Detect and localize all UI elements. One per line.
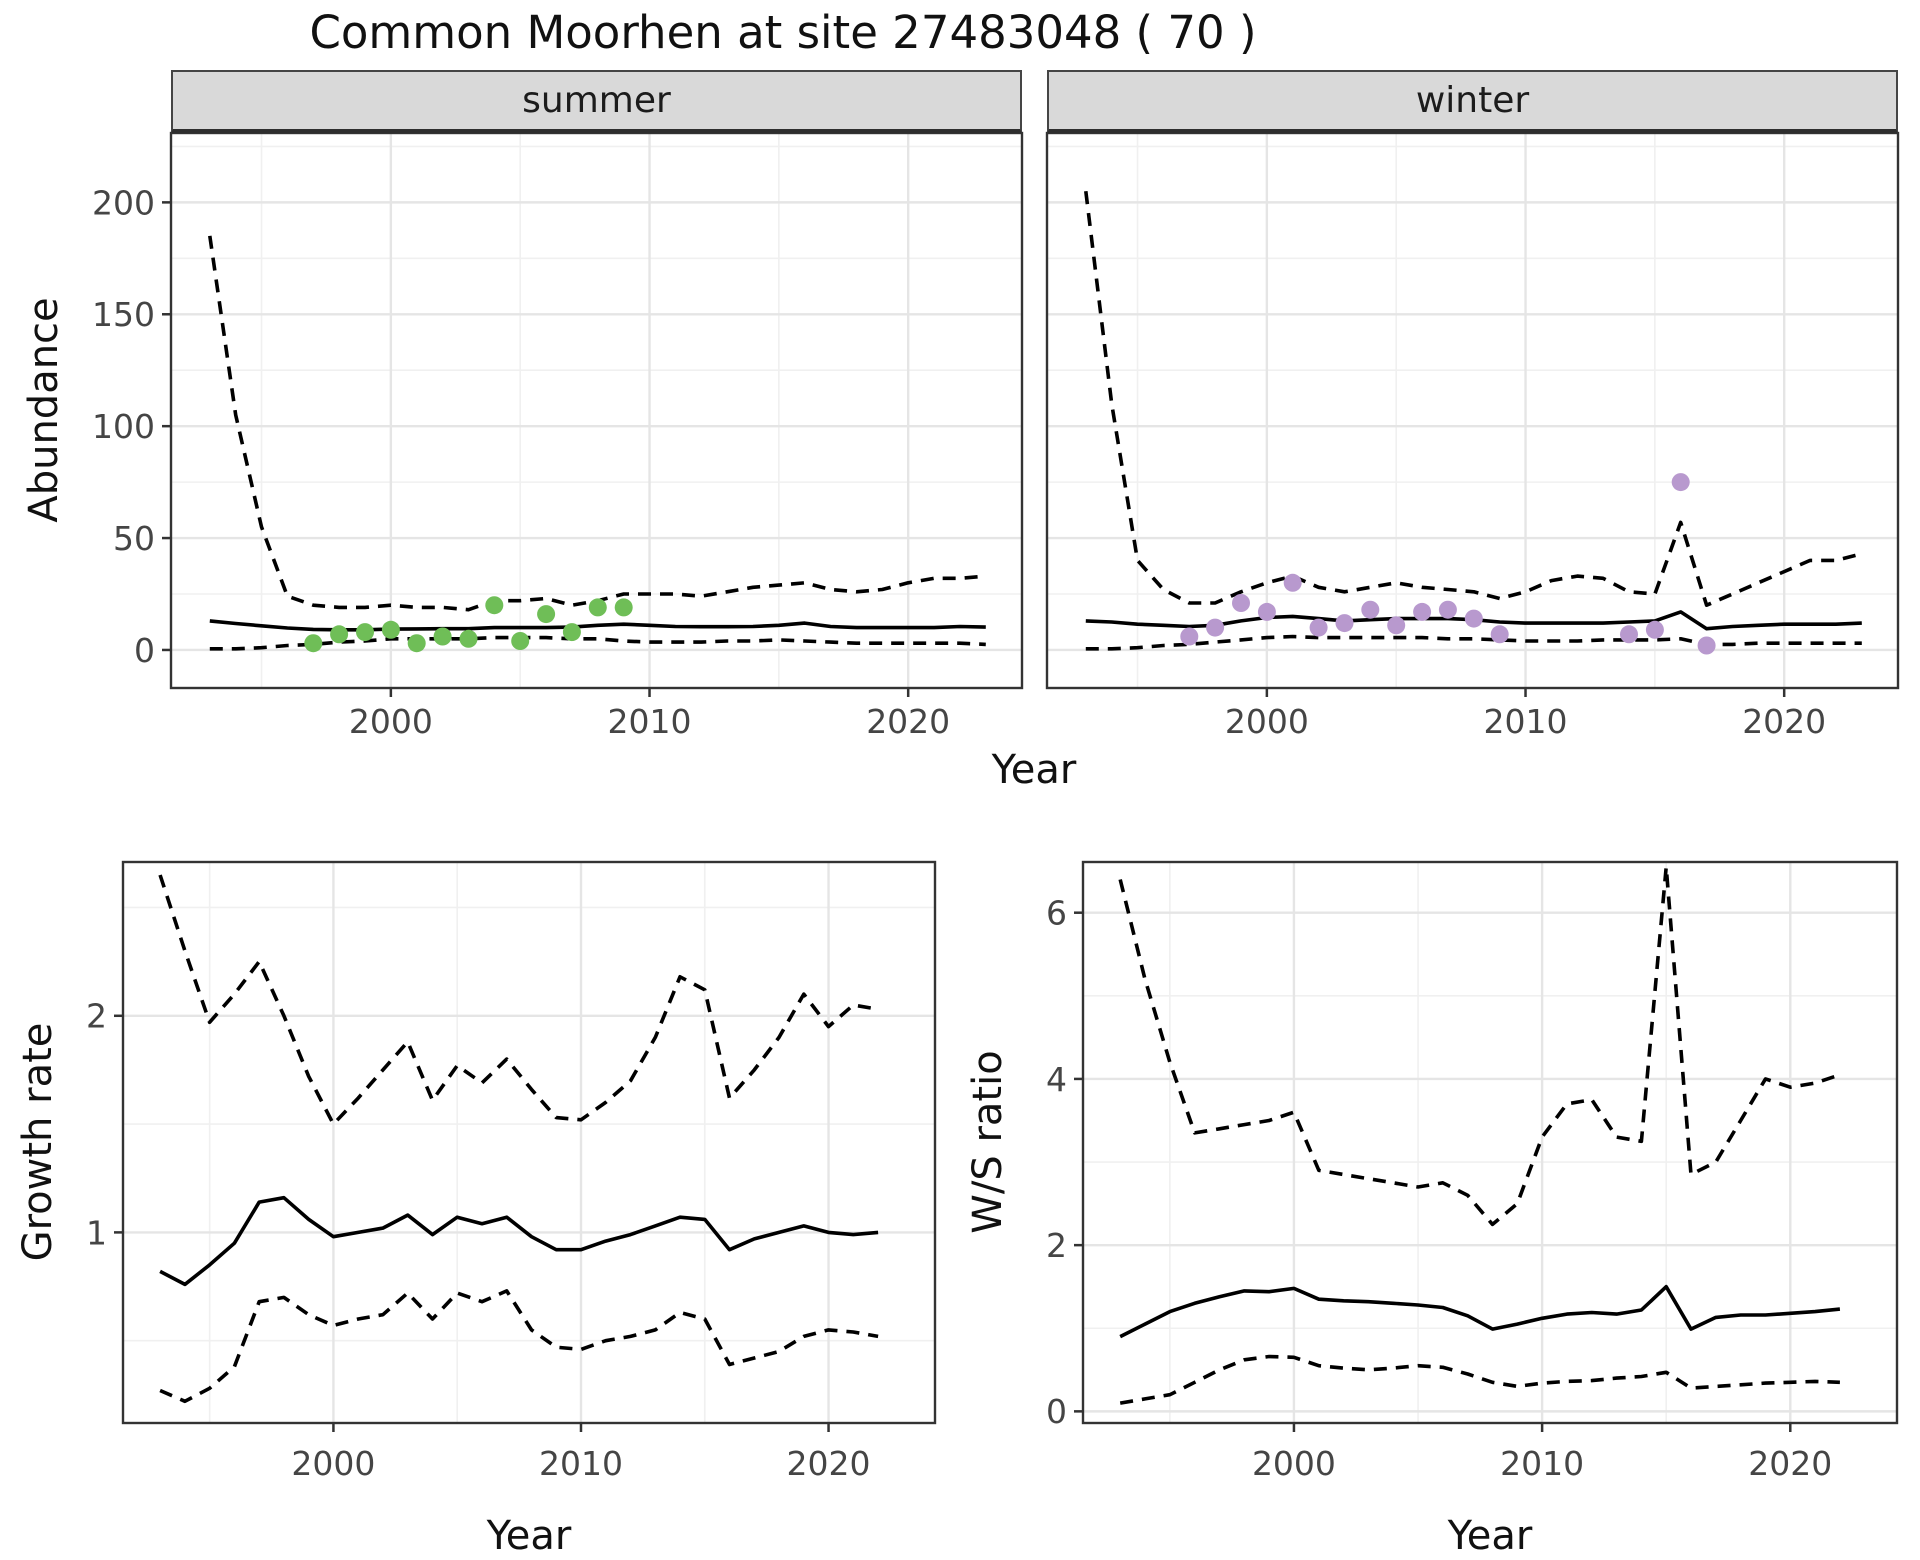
observed-counts-point (330, 625, 349, 644)
upper-credible-line (158, 874, 879, 1126)
median-line (1119, 1284, 1841, 1339)
x-tick-label: 2020 (1748, 1444, 1832, 1483)
observed-counts-point (381, 620, 400, 639)
observed-counts-point (1257, 602, 1276, 621)
y-tick-label: 100 (92, 407, 155, 446)
panel-border (1081, 860, 1899, 1425)
observed-counts-point (1697, 636, 1716, 655)
x-tick-label: 2010 (1500, 1444, 1584, 1483)
observed-counts-point (1180, 627, 1199, 646)
x-tick-label: 2000 (1225, 702, 1309, 741)
y-tick-label: 6 (1046, 894, 1067, 933)
x-axis-title-year-bottom-right: Year (1447, 1513, 1533, 1559)
panel-abundance-winter: 2000 2010 2020 (1045, 131, 1900, 741)
observed-counts-point (1206, 618, 1225, 637)
y-axis-title-abundance: Abundance (21, 297, 67, 523)
observed-counts-point (1671, 473, 1690, 492)
y-tick-label: 2 (1046, 1226, 1067, 1265)
facet-strip-summer-label: summer (522, 80, 671, 121)
observed-counts-point (537, 605, 556, 624)
observed-counts-point (1335, 614, 1354, 633)
observed-counts-point (485, 596, 504, 615)
panel-border (1045, 131, 1900, 690)
facet-strip-winter-label: winter (1415, 80, 1530, 121)
panel-growth-rate: 2000 2010 2020 1 2 (86, 860, 937, 1483)
x-tick-label: 2010 (539, 1444, 623, 1483)
panel-background (1047, 133, 1898, 688)
observed-counts-point (511, 632, 530, 650)
panel-background (1083, 862, 1897, 1423)
y-tick-label: 150 (92, 295, 155, 334)
observed-counts-point (1387, 616, 1406, 635)
x-tick-label: 2020 (866, 702, 950, 741)
y-tick-label: 4 (1046, 1060, 1067, 1099)
observed-counts-point (1490, 625, 1509, 644)
y-tick-label: 50 (113, 519, 155, 558)
panel-border (169, 131, 1024, 690)
observed-counts-point (1620, 625, 1638, 644)
observed-counts-point (1438, 600, 1457, 619)
observed-counts-point (459, 629, 478, 648)
x-axis-title-year-bottom-left: Year (486, 1513, 572, 1559)
x-tick-label: 2000 (291, 1444, 375, 1483)
y-axis-title-ws-ratio: W/S ratio (965, 1050, 1011, 1234)
observed-counts-point (1232, 594, 1250, 612)
x-tick-label: 2010 (1484, 702, 1568, 741)
observed-counts-point (1645, 620, 1664, 639)
page-title: Common Moorhen at site 27483048 ( 70 ) (309, 6, 1257, 59)
observed-counts-point (433, 627, 452, 646)
x-tick-label: 2020 (1742, 702, 1826, 741)
y-tick-label: 1 (86, 1213, 107, 1252)
upper-credible-line (1084, 190, 1863, 607)
panel-border (121, 860, 937, 1425)
x-tick-label: 2000 (349, 702, 433, 741)
panel-background (171, 133, 1022, 688)
observed-counts-point (1464, 609, 1483, 628)
observed-counts-point (588, 598, 607, 617)
y-tick-label: 0 (1046, 1392, 1067, 1431)
observed-counts-point (1283, 573, 1302, 592)
y-tick-label: 0 (134, 631, 155, 670)
x-axis-title-year-top: Year (991, 747, 1077, 793)
y-tick-label: 200 (92, 183, 155, 222)
x-tick-label: 2020 (787, 1444, 871, 1483)
panel-ws-ratio: 2000 2010 2020 0 2 4 6 (1046, 860, 1899, 1483)
panel-background (123, 862, 935, 1423)
observed-counts-point (1309, 618, 1328, 637)
observed-counts-point (1413, 602, 1432, 621)
lower-credible-line (159, 1289, 879, 1404)
observed-counts-point (562, 623, 581, 642)
median-line (159, 1195, 879, 1287)
lower-credible-line (1085, 634, 1862, 651)
observed-counts-point (614, 598, 633, 617)
facet-strip-summer: summer (171, 70, 1022, 133)
lower-credible-line (209, 635, 986, 651)
lower-credible-line (1119, 1354, 1840, 1405)
observed-counts-point (1361, 600, 1380, 619)
observed-counts-point (356, 623, 374, 642)
panel-abundance-summer: 2000 2010 2020 0 50 100 150 200 (92, 131, 1024, 741)
facet-strip-winter: winter (1047, 70, 1898, 133)
upper-credible-line (1118, 865, 1841, 1227)
x-tick-label: 2010 (608, 702, 692, 741)
observed-counts-point (407, 634, 426, 653)
y-tick-label: 2 (86, 997, 107, 1036)
observed-counts-point (304, 634, 323, 653)
y-axis-title-growth-rate: Growth rate (15, 1022, 61, 1262)
x-tick-label: 2000 (1252, 1444, 1336, 1483)
